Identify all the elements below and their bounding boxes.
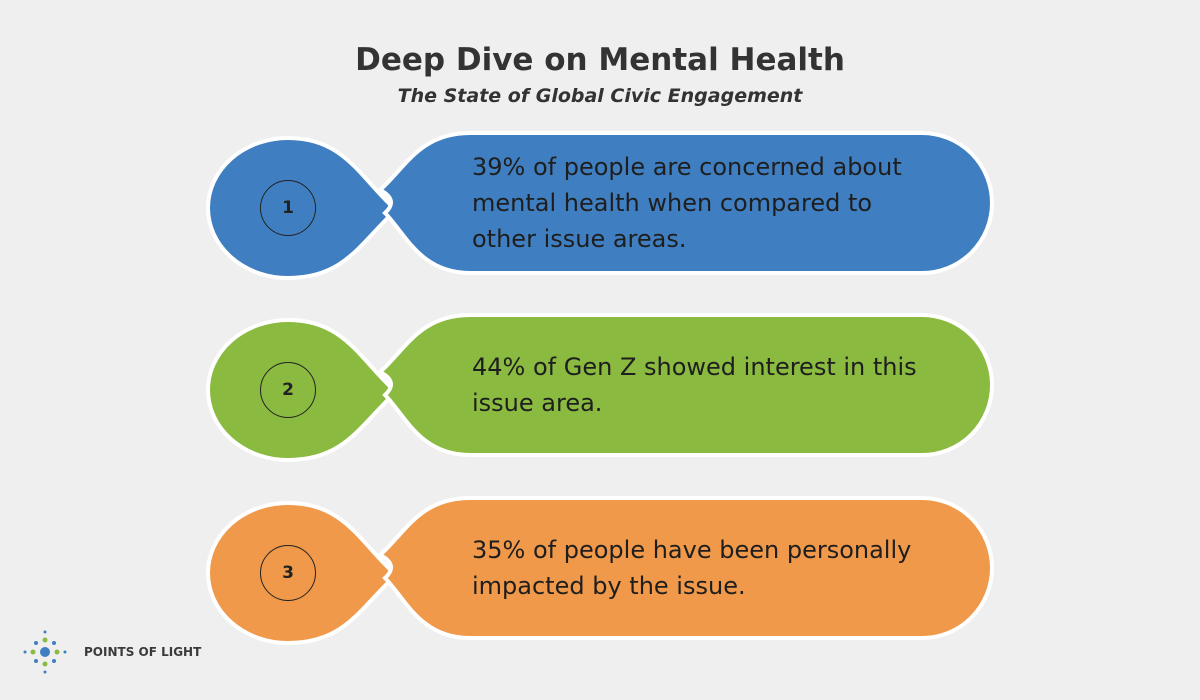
logo-mark (23, 630, 67, 674)
shape (376, 131, 994, 275)
item-text: 35% of people have been personally impac… (472, 536, 912, 600)
logo-text: POINTS OF LIGHT (84, 645, 202, 659)
item-text: 44% of Gen Z showed interest in this iss… (472, 353, 917, 417)
item-number: 3 (260, 545, 316, 601)
item-number: 2 (260, 362, 316, 418)
item-number: 1 (260, 180, 316, 236)
shape (376, 313, 994, 457)
item-text: 39% of people are concerned about mental… (472, 153, 902, 253)
shape (376, 496, 994, 640)
title: Deep Dive on Mental Health (355, 42, 845, 78)
subtitle: The State of Global Civic Engagement (397, 85, 803, 107)
